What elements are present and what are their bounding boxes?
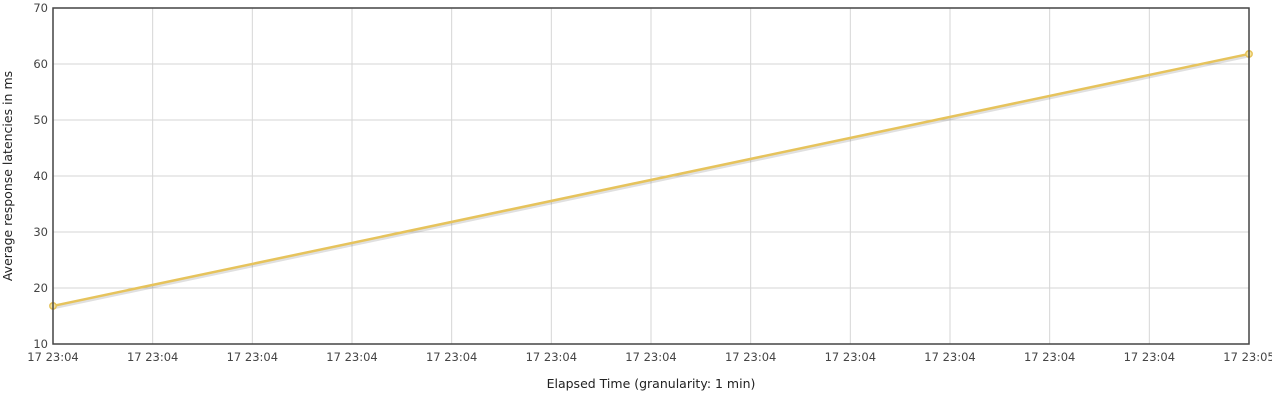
plot-area-frame bbox=[52, 7, 1250, 345]
y-tick-label: 50 bbox=[33, 113, 48, 127]
x-tick-label: 17 23:04 bbox=[227, 350, 278, 364]
x-tick-label: 17 23:04 bbox=[526, 350, 577, 364]
x-tick-label: 17 23:04 bbox=[1024, 350, 1075, 364]
y-tick-label: 20 bbox=[33, 281, 48, 295]
y-axis-ticks: 10 20 30 40 50 60 70 bbox=[33, 1, 48, 351]
x-tick-label: 17 23:04 bbox=[27, 350, 78, 364]
x-axis-title: Elapsed Time (granularity: 1 min) bbox=[547, 376, 756, 391]
y-tick-label: 60 bbox=[33, 57, 48, 71]
x-tick-label: 17 23:04 bbox=[426, 350, 477, 364]
y-tick-label: 40 bbox=[33, 169, 48, 183]
x-tick-label: 17 23:05 bbox=[1223, 350, 1272, 364]
x-tick-label: 17 23:04 bbox=[326, 350, 377, 364]
grid-layer bbox=[52, 7, 1250, 345]
series-line-shadow bbox=[52, 54, 1250, 310]
y-tick-label: 70 bbox=[33, 1, 48, 15]
x-tick-label: 17 23:04 bbox=[924, 350, 975, 364]
x-tick-label: 17 23:04 bbox=[825, 350, 876, 364]
x-tick-label: 17 23:04 bbox=[127, 350, 178, 364]
x-tick-label: 17 23:04 bbox=[1124, 350, 1175, 364]
series-line bbox=[52, 52, 1250, 308]
y-axis-title: Average response latencies in ms bbox=[0, 71, 15, 281]
x-tick-label: 17 23:04 bbox=[625, 350, 676, 364]
x-axis-ticks: 17 23:04 17 23:04 17 23:04 17 23:04 17 23:04… bbox=[27, 350, 1272, 364]
y-tick-label: 10 bbox=[33, 337, 48, 351]
y-tick-label: 30 bbox=[33, 225, 48, 239]
x-tick-label: 17 23:04 bbox=[725, 350, 776, 364]
